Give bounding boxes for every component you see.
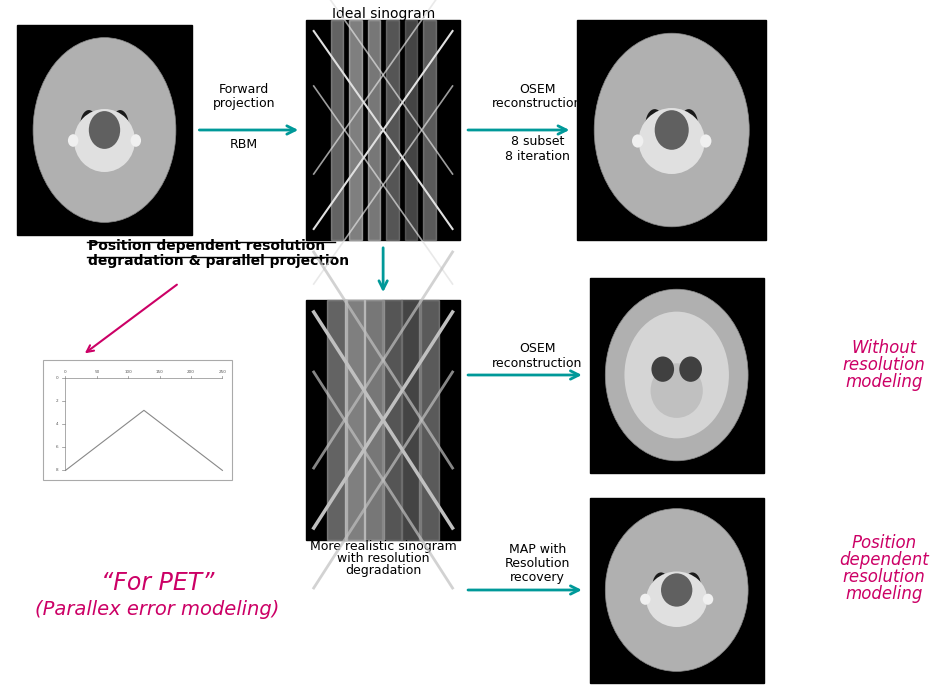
Bar bbox=[349, 20, 362, 240]
Bar bbox=[306, 300, 461, 540]
Text: recovery: recovery bbox=[509, 571, 565, 584]
Text: reconstruction: reconstruction bbox=[493, 97, 583, 110]
Bar bbox=[423, 20, 435, 240]
Text: Position: Position bbox=[851, 534, 916, 552]
Text: resolution: resolution bbox=[842, 356, 925, 374]
Text: 4: 4 bbox=[55, 422, 58, 426]
Bar bbox=[400, 300, 421, 540]
Ellipse shape bbox=[74, 109, 135, 172]
Bar bbox=[383, 300, 402, 540]
Text: 2: 2 bbox=[55, 399, 58, 403]
Text: Position dependent resolution: Position dependent resolution bbox=[87, 239, 325, 253]
Ellipse shape bbox=[661, 573, 693, 606]
Bar bbox=[368, 20, 380, 240]
Text: reconstruction: reconstruction bbox=[493, 357, 583, 370]
Text: resolution: resolution bbox=[842, 568, 925, 586]
Ellipse shape bbox=[131, 134, 141, 147]
Ellipse shape bbox=[112, 110, 129, 141]
Text: modeling: modeling bbox=[845, 585, 922, 603]
Text: Without: Without bbox=[851, 339, 916, 357]
Text: dependent: dependent bbox=[838, 551, 929, 569]
Ellipse shape bbox=[645, 109, 665, 142]
Ellipse shape bbox=[632, 134, 643, 147]
Text: projection: projection bbox=[212, 97, 275, 110]
Text: 6: 6 bbox=[55, 445, 58, 449]
Bar bbox=[43, 360, 232, 480]
Text: 8 iteration: 8 iteration bbox=[505, 150, 570, 163]
Text: modeling: modeling bbox=[845, 373, 922, 391]
Bar bbox=[331, 20, 343, 240]
Text: “For PET”: “For PET” bbox=[101, 571, 214, 595]
Bar bbox=[589, 497, 764, 683]
Ellipse shape bbox=[605, 508, 748, 672]
Text: More realistic sinogram: More realistic sinogram bbox=[310, 540, 457, 553]
Text: 8 subset: 8 subset bbox=[510, 135, 564, 148]
Text: 0: 0 bbox=[64, 370, 67, 374]
Bar bbox=[306, 20, 461, 240]
Ellipse shape bbox=[651, 357, 674, 382]
Bar bbox=[589, 278, 764, 473]
Bar bbox=[327, 300, 347, 540]
Bar bbox=[345, 300, 366, 540]
Ellipse shape bbox=[638, 108, 705, 174]
Text: degradation & parallel projection: degradation & parallel projection bbox=[87, 254, 349, 268]
Text: 200: 200 bbox=[187, 370, 195, 374]
Ellipse shape bbox=[33, 38, 176, 222]
Text: Forward: Forward bbox=[219, 83, 269, 96]
Ellipse shape bbox=[650, 364, 703, 418]
Text: 8: 8 bbox=[55, 469, 58, 473]
Text: RBM: RBM bbox=[229, 138, 258, 151]
Ellipse shape bbox=[88, 111, 120, 149]
Text: Ideal sinogram: Ideal sinogram bbox=[332, 7, 435, 21]
Bar bbox=[577, 20, 766, 240]
Ellipse shape bbox=[652, 572, 669, 600]
Ellipse shape bbox=[654, 110, 689, 150]
Text: 250: 250 bbox=[218, 370, 227, 374]
Bar bbox=[18, 25, 192, 235]
Text: with resolution: with resolution bbox=[337, 552, 430, 565]
Text: Resolution: Resolution bbox=[505, 557, 570, 570]
Bar bbox=[386, 20, 399, 240]
Text: (Parallex error modeling): (Parallex error modeling) bbox=[35, 600, 279, 619]
Ellipse shape bbox=[594, 33, 749, 227]
Ellipse shape bbox=[640, 593, 650, 605]
Bar bbox=[405, 20, 417, 240]
Ellipse shape bbox=[683, 572, 701, 600]
Text: degradation: degradation bbox=[345, 564, 421, 577]
Bar bbox=[419, 300, 439, 540]
Ellipse shape bbox=[68, 134, 78, 147]
Ellipse shape bbox=[624, 311, 729, 438]
Ellipse shape bbox=[680, 357, 702, 382]
Ellipse shape bbox=[703, 593, 713, 605]
Ellipse shape bbox=[680, 109, 698, 142]
Ellipse shape bbox=[700, 134, 712, 147]
Ellipse shape bbox=[646, 571, 707, 627]
Text: 50: 50 bbox=[94, 370, 100, 374]
Ellipse shape bbox=[80, 110, 98, 141]
Text: 0: 0 bbox=[55, 376, 58, 380]
Text: OSEM: OSEM bbox=[519, 342, 556, 355]
Text: 100: 100 bbox=[124, 370, 133, 374]
Text: MAP with: MAP with bbox=[509, 543, 566, 556]
Bar bbox=[364, 300, 384, 540]
Ellipse shape bbox=[605, 289, 748, 461]
Text: 150: 150 bbox=[156, 370, 164, 374]
Text: OSEM: OSEM bbox=[519, 83, 556, 96]
